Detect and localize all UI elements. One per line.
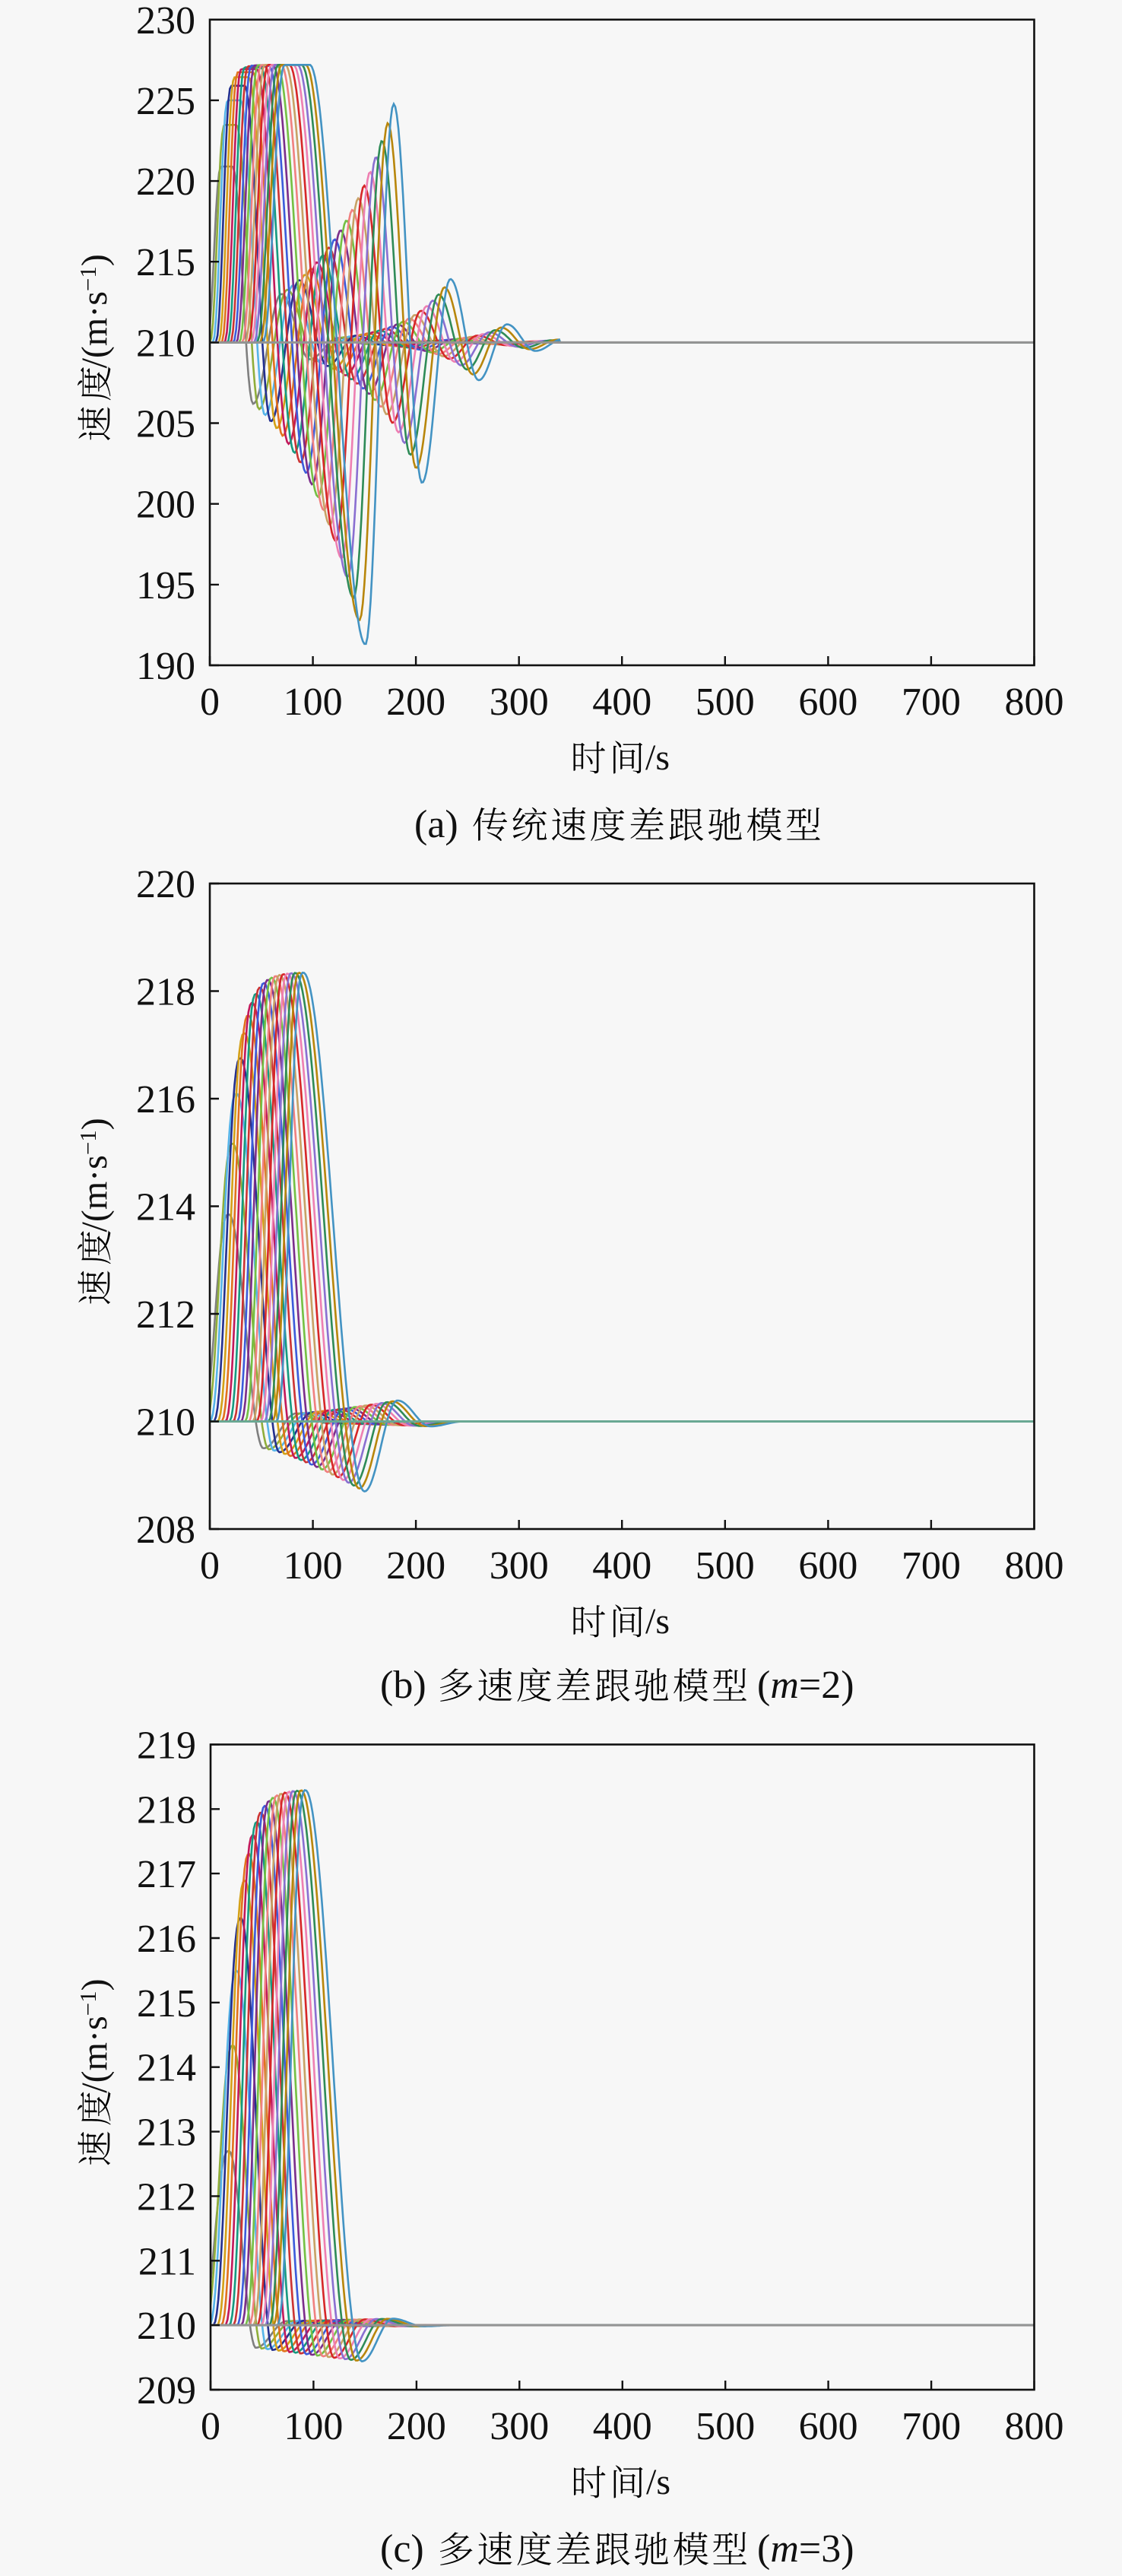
svg-text:214: 214: [137, 2047, 196, 2090]
svg-text:600: 600: [799, 2405, 858, 2448]
svg-text:(c): (c): [380, 2527, 424, 2571]
svg-text:/s: /s: [645, 738, 670, 778]
svg-text:195: 195: [136, 564, 195, 608]
svg-text:220: 220: [136, 160, 195, 204]
svg-text:600: 600: [798, 680, 857, 724]
svg-text:400: 400: [592, 680, 651, 724]
svg-text:0: 0: [200, 680, 220, 724]
svg-text:225: 225: [136, 80, 195, 123]
svg-text:214: 214: [136, 1186, 195, 1229]
svg-text:218: 218: [136, 971, 195, 1014]
svg-text:211: 211: [138, 2240, 196, 2283]
svg-text:220: 220: [136, 863, 195, 906]
svg-text:190: 190: [136, 645, 195, 688]
svg-text:700: 700: [902, 680, 961, 724]
svg-text:700: 700: [902, 2405, 961, 2448]
svg-text:500: 500: [696, 2405, 755, 2448]
svg-text:800: 800: [1005, 2405, 1064, 2448]
svg-text:0: 0: [200, 1544, 220, 1588]
svg-text:212: 212: [136, 1293, 195, 1337]
svg-text:200: 200: [387, 2405, 446, 2448]
svg-text:(a): (a): [414, 803, 458, 846]
svg-text:209: 209: [137, 2369, 196, 2413]
svg-text:200: 200: [386, 1544, 445, 1588]
svg-text:600: 600: [798, 1544, 857, 1588]
svg-text:215: 215: [136, 241, 195, 284]
svg-text:212: 212: [137, 2175, 196, 2219]
svg-text:216: 216: [137, 1918, 196, 1961]
svg-text:300: 300: [490, 680, 549, 724]
svg-text:400: 400: [592, 1544, 651, 1588]
svg-text:205: 205: [136, 403, 195, 446]
svg-text:213: 213: [137, 2111, 196, 2155]
svg-text:(m=3): (m=3): [757, 2527, 854, 2571]
svg-text:/s: /s: [645, 1601, 670, 1642]
svg-text:800: 800: [1005, 680, 1064, 724]
svg-text:217: 217: [137, 1853, 196, 1896]
svg-text:100: 100: [284, 680, 343, 724]
svg-text:800: 800: [1005, 1544, 1064, 1588]
svg-text:208: 208: [136, 1508, 195, 1552]
svg-text:300: 300: [490, 1544, 549, 1588]
svg-text:100: 100: [284, 1544, 343, 1588]
svg-text:500: 500: [696, 680, 755, 724]
svg-text:215: 215: [137, 1982, 196, 2026]
svg-text:100: 100: [284, 2405, 343, 2448]
svg-text:(m=2): (m=2): [757, 1664, 854, 1707]
svg-text:216: 216: [136, 1078, 195, 1121]
svg-text:700: 700: [902, 1544, 961, 1588]
svg-text:219: 219: [137, 1724, 196, 1767]
svg-text:0: 0: [201, 2405, 220, 2448]
svg-text:230: 230: [136, 0, 195, 43]
svg-text:400: 400: [593, 2405, 652, 2448]
svg-text:210: 210: [136, 1401, 195, 1445]
svg-text:210: 210: [137, 2305, 196, 2348]
svg-text:500: 500: [696, 1544, 755, 1588]
svg-text:200: 200: [386, 680, 445, 724]
svg-text:210: 210: [136, 322, 195, 365]
svg-text:200: 200: [136, 484, 195, 527]
svg-text:218: 218: [137, 1788, 196, 1832]
svg-text:(b): (b): [380, 1664, 426, 1707]
svg-text:/s: /s: [646, 2462, 670, 2502]
svg-text:300: 300: [490, 2405, 549, 2448]
